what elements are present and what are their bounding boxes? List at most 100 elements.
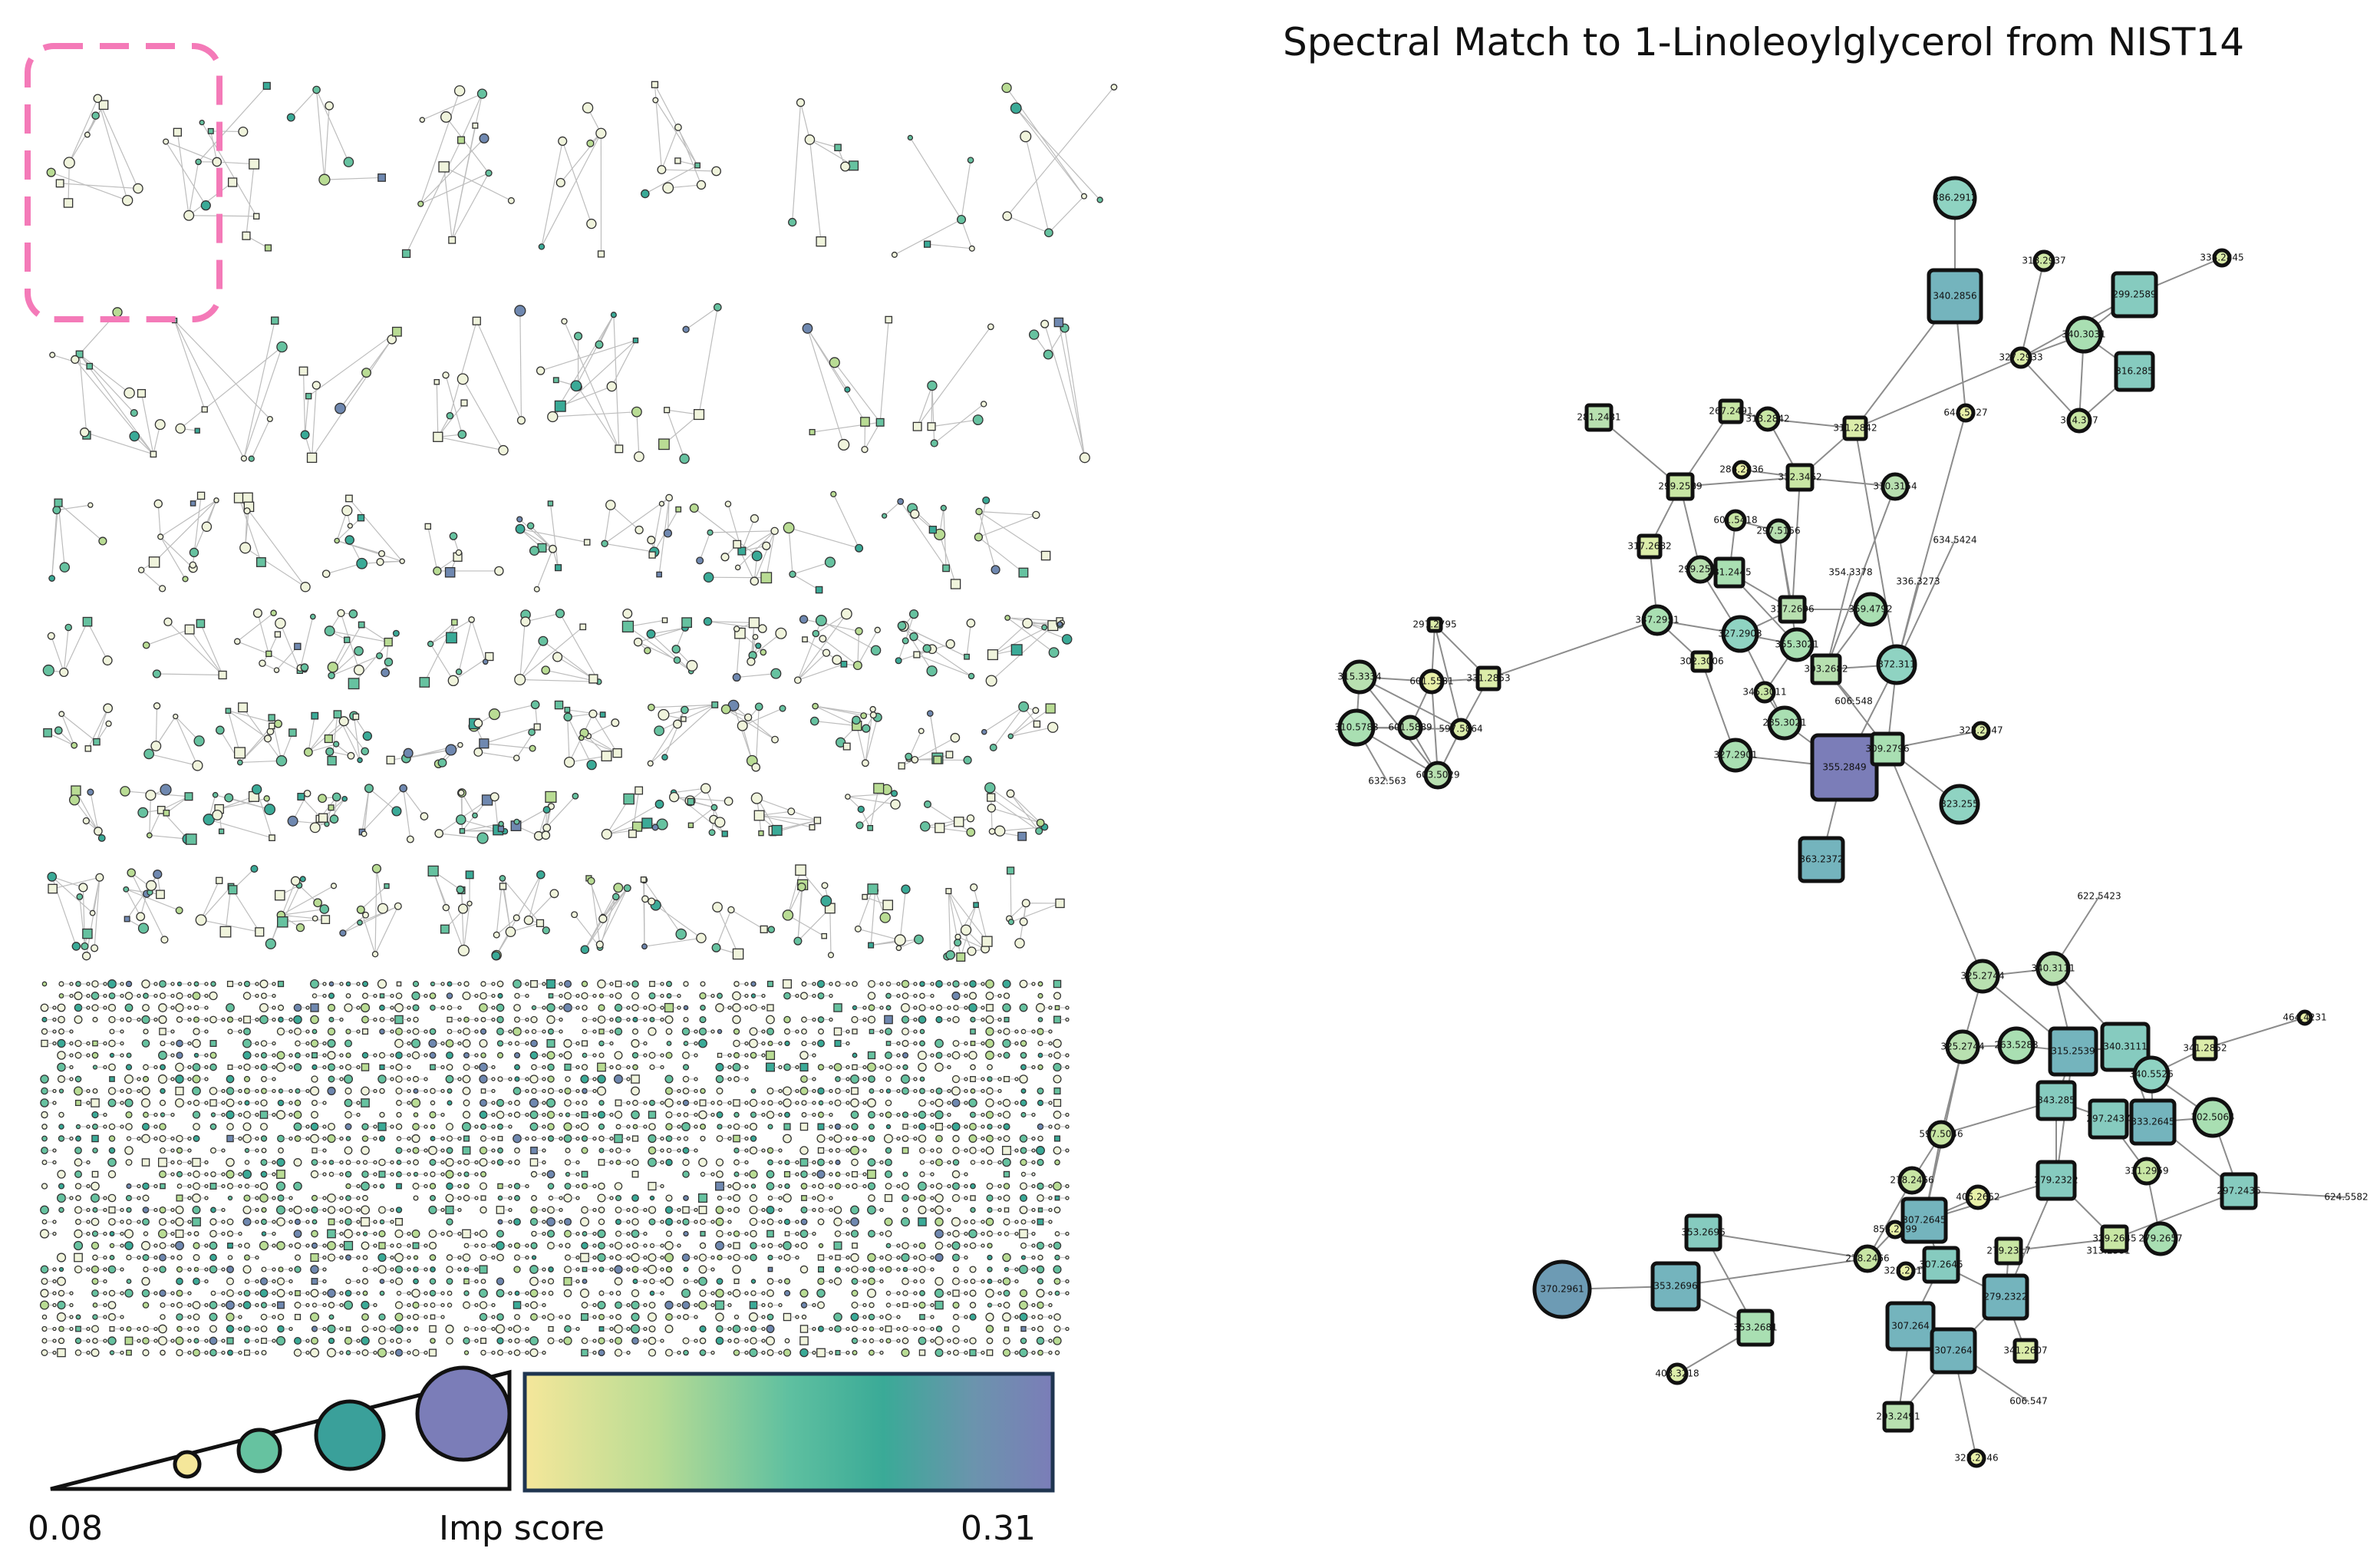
overview-node xyxy=(660,1136,664,1141)
overview-node xyxy=(710,1291,715,1296)
overview-node xyxy=(631,1300,640,1310)
overview-node xyxy=(694,1302,698,1308)
overview-node xyxy=(514,992,520,999)
overview-node xyxy=(879,1231,884,1236)
overview-node xyxy=(480,1052,486,1058)
overview-edge xyxy=(124,791,190,797)
overview-node xyxy=(1003,1170,1010,1178)
overview-node xyxy=(809,716,819,726)
overview-node xyxy=(81,951,91,961)
overview-node xyxy=(1065,1196,1070,1200)
overview-node xyxy=(259,979,269,989)
overview-node xyxy=(299,876,306,883)
overview-node xyxy=(1020,130,1032,143)
overview-node xyxy=(795,1315,799,1319)
overview-node xyxy=(525,1041,529,1046)
overview-node xyxy=(74,1253,83,1263)
overview-node xyxy=(985,992,994,1000)
overview-node xyxy=(238,1017,242,1022)
overview-edge xyxy=(538,797,552,837)
overview-node xyxy=(238,1065,242,1070)
overview-node xyxy=(820,895,832,907)
overview-node xyxy=(479,1289,488,1298)
overview-node xyxy=(552,652,563,662)
overview-node xyxy=(143,992,149,999)
overview-node xyxy=(930,1267,935,1272)
overview-node xyxy=(514,1041,520,1046)
overview-node xyxy=(1031,1029,1036,1034)
overview-node xyxy=(896,1315,901,1319)
overview-node xyxy=(827,952,835,959)
overview-node xyxy=(377,903,388,914)
overview-node xyxy=(221,1148,226,1153)
overview-node xyxy=(947,1183,951,1189)
overview-node xyxy=(192,1074,201,1084)
overview-node xyxy=(715,1181,724,1191)
overview-node xyxy=(221,1267,226,1272)
overview-node xyxy=(597,1253,606,1263)
overview-node xyxy=(801,1112,807,1117)
overview-node xyxy=(322,993,327,999)
overview-node xyxy=(187,1148,192,1153)
overview-edge xyxy=(787,914,825,937)
overview-node xyxy=(112,307,123,318)
overview-edge xyxy=(324,177,382,180)
overview-node xyxy=(108,1063,116,1071)
overview-node xyxy=(58,1289,65,1297)
overview-node xyxy=(812,993,816,999)
overview-node xyxy=(1031,1172,1036,1177)
overview-node xyxy=(588,674,598,684)
overview-node xyxy=(108,1135,116,1142)
overview-node xyxy=(643,1302,648,1308)
overview-edge xyxy=(894,219,962,256)
overview-node xyxy=(824,556,836,568)
overview-node xyxy=(761,1207,766,1213)
overview-node xyxy=(1036,1289,1045,1298)
overview-node xyxy=(529,1301,539,1309)
overview-node xyxy=(700,783,711,794)
overview-edge xyxy=(856,725,866,764)
overview-node xyxy=(412,1183,420,1190)
overview-node xyxy=(664,1206,674,1214)
overview-node xyxy=(800,1206,808,1214)
overview-node xyxy=(997,1291,1002,1296)
overview-node xyxy=(159,1134,166,1143)
overview-node xyxy=(930,993,935,999)
overview-node xyxy=(312,1064,318,1071)
overview-node xyxy=(260,1051,268,1059)
overview-node xyxy=(530,1206,538,1214)
overview-node xyxy=(575,1160,580,1165)
overview-node xyxy=(997,1160,1002,1165)
overview-node xyxy=(582,1017,588,1022)
overview-node xyxy=(476,88,488,99)
overview-node xyxy=(227,1243,233,1249)
overview-node xyxy=(209,1253,217,1262)
overview-node xyxy=(332,741,340,748)
overview-edge xyxy=(602,887,628,919)
overview-node xyxy=(682,1051,690,1059)
overview-node xyxy=(52,1005,57,1010)
overview-node xyxy=(665,1028,673,1035)
overview-node xyxy=(793,676,802,685)
overview-node xyxy=(717,1028,723,1035)
overview-node xyxy=(606,381,618,392)
overview-edge xyxy=(792,573,819,591)
overview-node xyxy=(446,1147,453,1154)
overview-node xyxy=(141,1289,150,1298)
overview-node xyxy=(192,1111,201,1119)
overview-node xyxy=(987,804,996,813)
overview-node xyxy=(190,500,196,507)
overview-node xyxy=(480,1325,486,1332)
overview-node xyxy=(778,1279,783,1284)
overview-node xyxy=(356,1220,361,1224)
overview-node xyxy=(896,1041,901,1046)
overview-node xyxy=(778,1112,783,1117)
overview-node xyxy=(559,1315,563,1319)
overview-node xyxy=(103,993,107,999)
overview-edge xyxy=(822,638,859,666)
overview-node xyxy=(288,1088,293,1094)
overview-node xyxy=(170,1172,175,1177)
overview-node xyxy=(330,883,338,890)
overview-node xyxy=(462,991,471,1001)
overview-node xyxy=(592,1255,597,1260)
